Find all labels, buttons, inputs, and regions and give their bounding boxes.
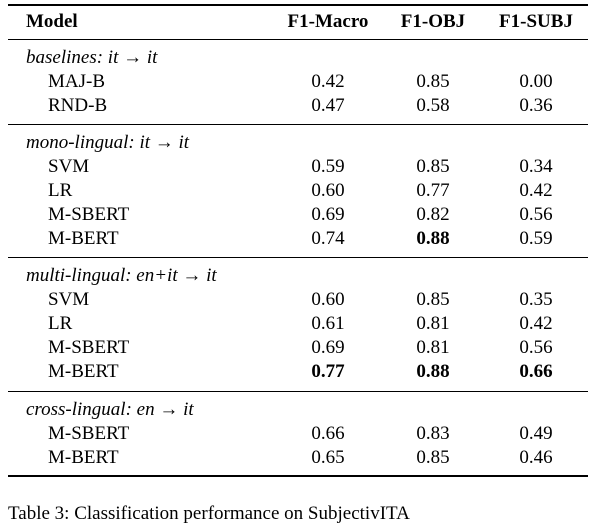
model-name: M-SBERT — [48, 423, 130, 444]
model-name: SVM — [48, 289, 90, 310]
header-f1-macro: F1-Macro — [287, 11, 369, 32]
f1-subj-value: 0.49 — [519, 423, 553, 444]
f1-obj-value: 0.85 — [416, 71, 450, 92]
header-model: Model — [26, 11, 78, 32]
group-label: mono-lingual: it → it — [26, 132, 190, 153]
f1-obj-value: 0.83 — [416, 423, 450, 444]
group-divider — [8, 124, 588, 125]
f1-subj-value: 0.59 — [519, 228, 553, 249]
table-row: MAJ-B 0.42 0.85 0.00 — [0, 70, 596, 94]
f1-obj-value: 0.77 — [416, 180, 450, 201]
f1-subj-value: 0.56 — [519, 204, 553, 225]
f1-subj-value-best: 0.66 — [519, 361, 553, 382]
f1-macro-value-best: 0.77 — [311, 361, 345, 382]
f1-obj-value: 0.82 — [416, 204, 450, 225]
f1-obj-value: 0.85 — [416, 289, 450, 310]
f1-subj-value: 0.42 — [519, 313, 553, 334]
table-row: M-BERT 0.77 0.88 0.66 — [0, 360, 596, 384]
header-f1-subj: F1-SUBJ — [499, 11, 573, 32]
f1-macro-value: 0.74 — [311, 228, 345, 249]
model-name: M-SBERT — [48, 204, 130, 225]
f1-obj-value: 0.85 — [416, 156, 450, 177]
table-row: M-BERT 0.74 0.88 0.59 — [0, 227, 596, 251]
table-header-row: Model F1-Macro F1-OBJ F1-SUBJ — [0, 10, 596, 34]
f1-macro-value: 0.61 — [311, 313, 345, 334]
table-row: M-BERT 0.65 0.85 0.46 — [0, 446, 596, 470]
model-name: M-BERT — [48, 447, 119, 468]
f1-subj-value: 0.46 — [519, 447, 553, 468]
f1-subj-value: 0.35 — [519, 289, 553, 310]
table-row: SVM 0.60 0.85 0.35 — [0, 288, 596, 312]
f1-macro-value: 0.59 — [311, 156, 345, 177]
table-row: M-SBERT 0.69 0.81 0.56 — [0, 336, 596, 360]
group-title-mono-lingual: mono-lingual: it → it — [0, 131, 596, 155]
header-f1-obj: F1-OBJ — [400, 11, 466, 32]
f1-obj-value: 0.81 — [416, 313, 450, 334]
f1-macro-value: 0.69 — [311, 204, 345, 225]
f1-obj-value: 0.58 — [416, 95, 450, 116]
f1-macro-value: 0.47 — [311, 95, 345, 116]
f1-subj-value: 0.34 — [519, 156, 553, 177]
table-row: SVM 0.59 0.85 0.34 — [0, 155, 596, 179]
group-divider — [8, 391, 588, 392]
table-top-rule — [8, 4, 588, 6]
table-row: RND-B 0.47 0.58 0.36 — [0, 94, 596, 118]
f1-obj-value: 0.85 — [416, 447, 450, 468]
group-title-baselines: baselines: it → it — [0, 46, 596, 70]
f1-obj-value: 0.81 — [416, 337, 450, 358]
table-row: LR 0.60 0.77 0.42 — [0, 179, 596, 203]
model-name: M-SBERT — [48, 337, 130, 358]
f1-macro-value: 0.66 — [311, 423, 345, 444]
group-title-cross-lingual: cross-lingual: en → it — [0, 398, 596, 422]
f1-obj-value-best: 0.88 — [416, 361, 450, 382]
f1-macro-value: 0.42 — [311, 71, 345, 92]
f1-subj-value: 0.56 — [519, 337, 553, 358]
model-name: LR — [48, 313, 73, 334]
f1-subj-value: 0.36 — [519, 95, 553, 116]
group-label: multi-lingual: en+it → it — [26, 265, 217, 286]
f1-macro-value: 0.60 — [311, 289, 345, 310]
table-row: M-SBERT 0.66 0.83 0.49 — [0, 422, 596, 446]
header-rule — [8, 39, 588, 40]
table-caption: Table 3: Classification performance on S… — [8, 503, 410, 524]
group-label: baselines: it → it — [26, 47, 158, 68]
f1-subj-value: 0.00 — [519, 71, 553, 92]
model-name: MAJ-B — [48, 71, 106, 92]
f1-subj-value: 0.42 — [519, 180, 553, 201]
model-name: RND-B — [48, 95, 108, 116]
model-name: M-BERT — [48, 228, 119, 249]
table-row: LR 0.61 0.81 0.42 — [0, 312, 596, 336]
group-divider — [8, 257, 588, 258]
model-name: SVM — [48, 156, 90, 177]
table-row: M-SBERT 0.69 0.82 0.56 — [0, 203, 596, 227]
model-name: M-BERT — [48, 361, 119, 382]
group-label: cross-lingual: en → it — [26, 399, 194, 420]
table-bottom-rule — [8, 475, 588, 477]
f1-macro-value: 0.65 — [311, 447, 345, 468]
group-title-multi-lingual: multi-lingual: en+it → it — [0, 264, 596, 288]
f1-obj-value-best: 0.88 — [416, 228, 450, 249]
f1-macro-value: 0.60 — [311, 180, 345, 201]
f1-macro-value: 0.69 — [311, 337, 345, 358]
model-name: LR — [48, 180, 73, 201]
